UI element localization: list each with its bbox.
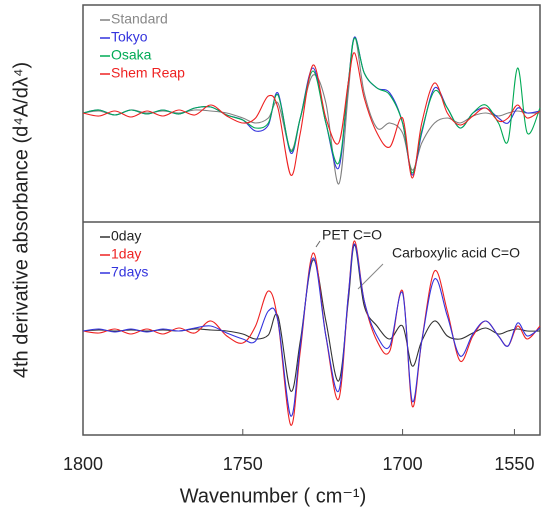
x-tick-label: 1800 — [63, 454, 103, 474]
annotation: Carboxylic acid C=O — [392, 245, 520, 261]
legend-label: Shem Reap — [111, 65, 185, 81]
legend-label: 0day — [111, 228, 141, 244]
spectrum-line — [82, 37, 541, 174]
legend-label: Tokyo — [111, 29, 148, 45]
x-axis-label: Wavenumber ( cm⁻¹) — [180, 485, 367, 507]
annotation-line — [315, 240, 321, 248]
spectrum-line — [82, 52, 541, 179]
x-tick-label: 1750 — [223, 454, 263, 474]
legend-label: Standard — [111, 11, 168, 27]
spectrum-line — [82, 244, 541, 392]
legend-label: Osaka — [111, 47, 152, 63]
legend-label: 7days — [111, 264, 148, 280]
x-tick-label: 1700 — [383, 454, 423, 474]
spectrum-line — [82, 243, 541, 417]
legend-label: 1day — [111, 246, 141, 262]
plot-frame — [82, 4, 541, 436]
annotation: PET C=O — [322, 227, 382, 243]
y-axis-label: 4th derivative absorbance (d⁴A/dλ⁴) — [10, 62, 32, 378]
spectrum-line — [82, 36, 541, 176]
spectrum-line — [82, 36, 541, 185]
spectrum-line — [82, 240, 541, 426]
annotation-line — [357, 263, 384, 290]
x-tick-label: 1550 — [494, 454, 534, 474]
